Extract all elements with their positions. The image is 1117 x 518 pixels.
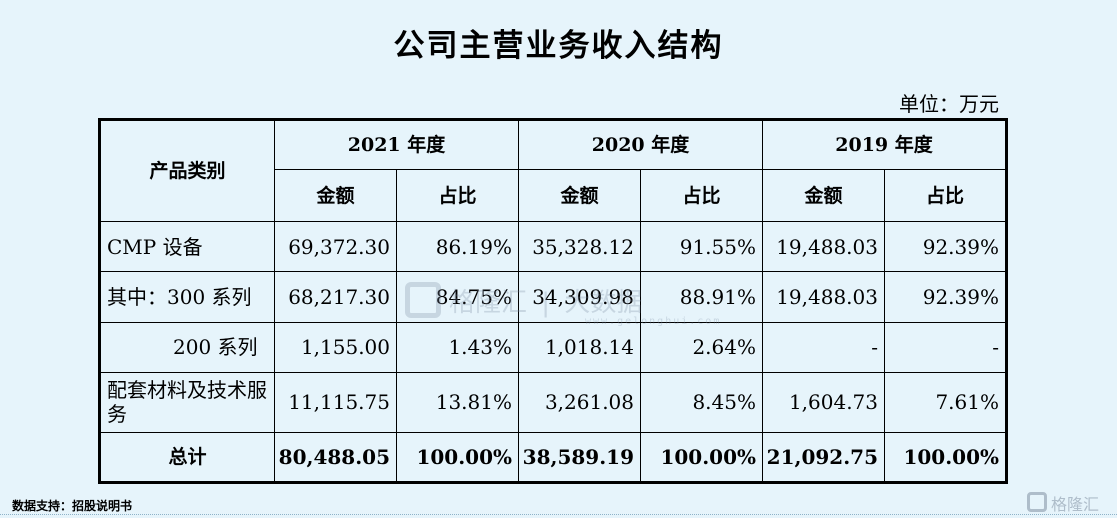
table-row: 200 系列 1,155.00 1.43% 1,018.14 2.64% - -: [99, 321, 1007, 373]
amount-cell: 1,018.14: [518, 321, 641, 373]
table-row: 其中：300 系列 68,217.30 84.75% 34,309.98 88.…: [99, 271, 1007, 323]
category-header: 产品类别: [99, 118, 275, 223]
total-row: 总计 80,488.05 100.00% 38,589.19 100.00% 2…: [99, 431, 1007, 484]
ratio-cell: 92.39%: [884, 221, 1007, 273]
amount-header: 金额: [762, 169, 885, 223]
ratio-cell: 100.00%: [640, 431, 763, 484]
amount-cell: 21,092.75: [762, 431, 885, 484]
ratio-header: 占比: [396, 169, 519, 223]
row-label: 200 系列: [99, 321, 275, 373]
ratio-cell: 86.19%: [396, 221, 519, 273]
page-title: 公司主营业务收入结构: [393, 28, 724, 64]
brand-logo-icon: [1027, 492, 1047, 512]
amount-cell: 3,261.08: [518, 371, 641, 433]
ratio-cell: 7.61%: [884, 371, 1007, 433]
row-label: 其中：300 系列: [99, 271, 275, 323]
year-header-2019: 2019 年度: [762, 118, 1007, 171]
amount-cell: 69,372.30: [274, 221, 397, 273]
year-header-2020: 2020 年度: [518, 118, 763, 171]
ratio-cell: -: [884, 321, 1007, 373]
ratio-cell: 100.00%: [396, 431, 519, 484]
ratio-cell: 1.43%: [396, 321, 519, 373]
amount-header: 金额: [274, 169, 397, 223]
unit-label: 单位：万元: [899, 92, 999, 116]
ratio-header: 占比: [884, 169, 1007, 223]
ratio-cell: 100.00%: [884, 431, 1007, 484]
table-row: CMP 设备 69,372.30 86.19% 35,328.12 91.55%…: [99, 221, 1007, 273]
ratio-cell: 88.91%: [640, 271, 763, 323]
ratio-cell: 91.55%: [640, 221, 763, 273]
amount-cell: 11,115.75: [274, 371, 397, 433]
corner-brand-text: 格隆汇: [1051, 495, 1100, 514]
amount-cell: -: [762, 321, 885, 373]
source-note: 数据支持：招股说明书: [12, 499, 133, 513]
row-label: 配套材料及技术服务: [99, 371, 275, 433]
corner-brand: 格隆汇: [1027, 490, 1107, 514]
ratio-header: 占比: [640, 169, 763, 223]
ratio-cell: 8.45%: [640, 371, 763, 433]
amount-cell: 38,589.19: [518, 431, 641, 484]
total-label: 总计: [99, 431, 275, 484]
footer-divider: [0, 514, 1117, 515]
amount-cell: 1,604.73: [762, 371, 885, 433]
amount-cell: 68,217.30: [274, 271, 397, 323]
amount-cell: 34,309.98: [518, 271, 641, 323]
year-header-2021: 2021 年度: [274, 118, 519, 171]
amount-cell: 80,488.05: [274, 431, 397, 484]
amount-cell: 35,328.12: [518, 221, 641, 273]
ratio-cell: 84.75%: [396, 271, 519, 323]
revenue-structure-table: 产品类别 2021 年度 2020 年度 2019 年度 金额 占比 金额 占比…: [98, 118, 1008, 484]
amount-cell: 1,155.00: [274, 321, 397, 373]
row-label: CMP 设备: [99, 221, 275, 273]
table-row: 配套材料及技术服务 11,115.75 13.81% 3,261.08 8.45…: [99, 371, 1007, 433]
ratio-cell: 2.64%: [640, 321, 763, 373]
amount-header: 金额: [518, 169, 641, 223]
amount-cell: 19,488.03: [762, 221, 885, 273]
ratio-cell: 92.39%: [884, 271, 1007, 323]
ratio-cell: 13.81%: [396, 371, 519, 433]
amount-cell: 19,488.03: [762, 271, 885, 323]
